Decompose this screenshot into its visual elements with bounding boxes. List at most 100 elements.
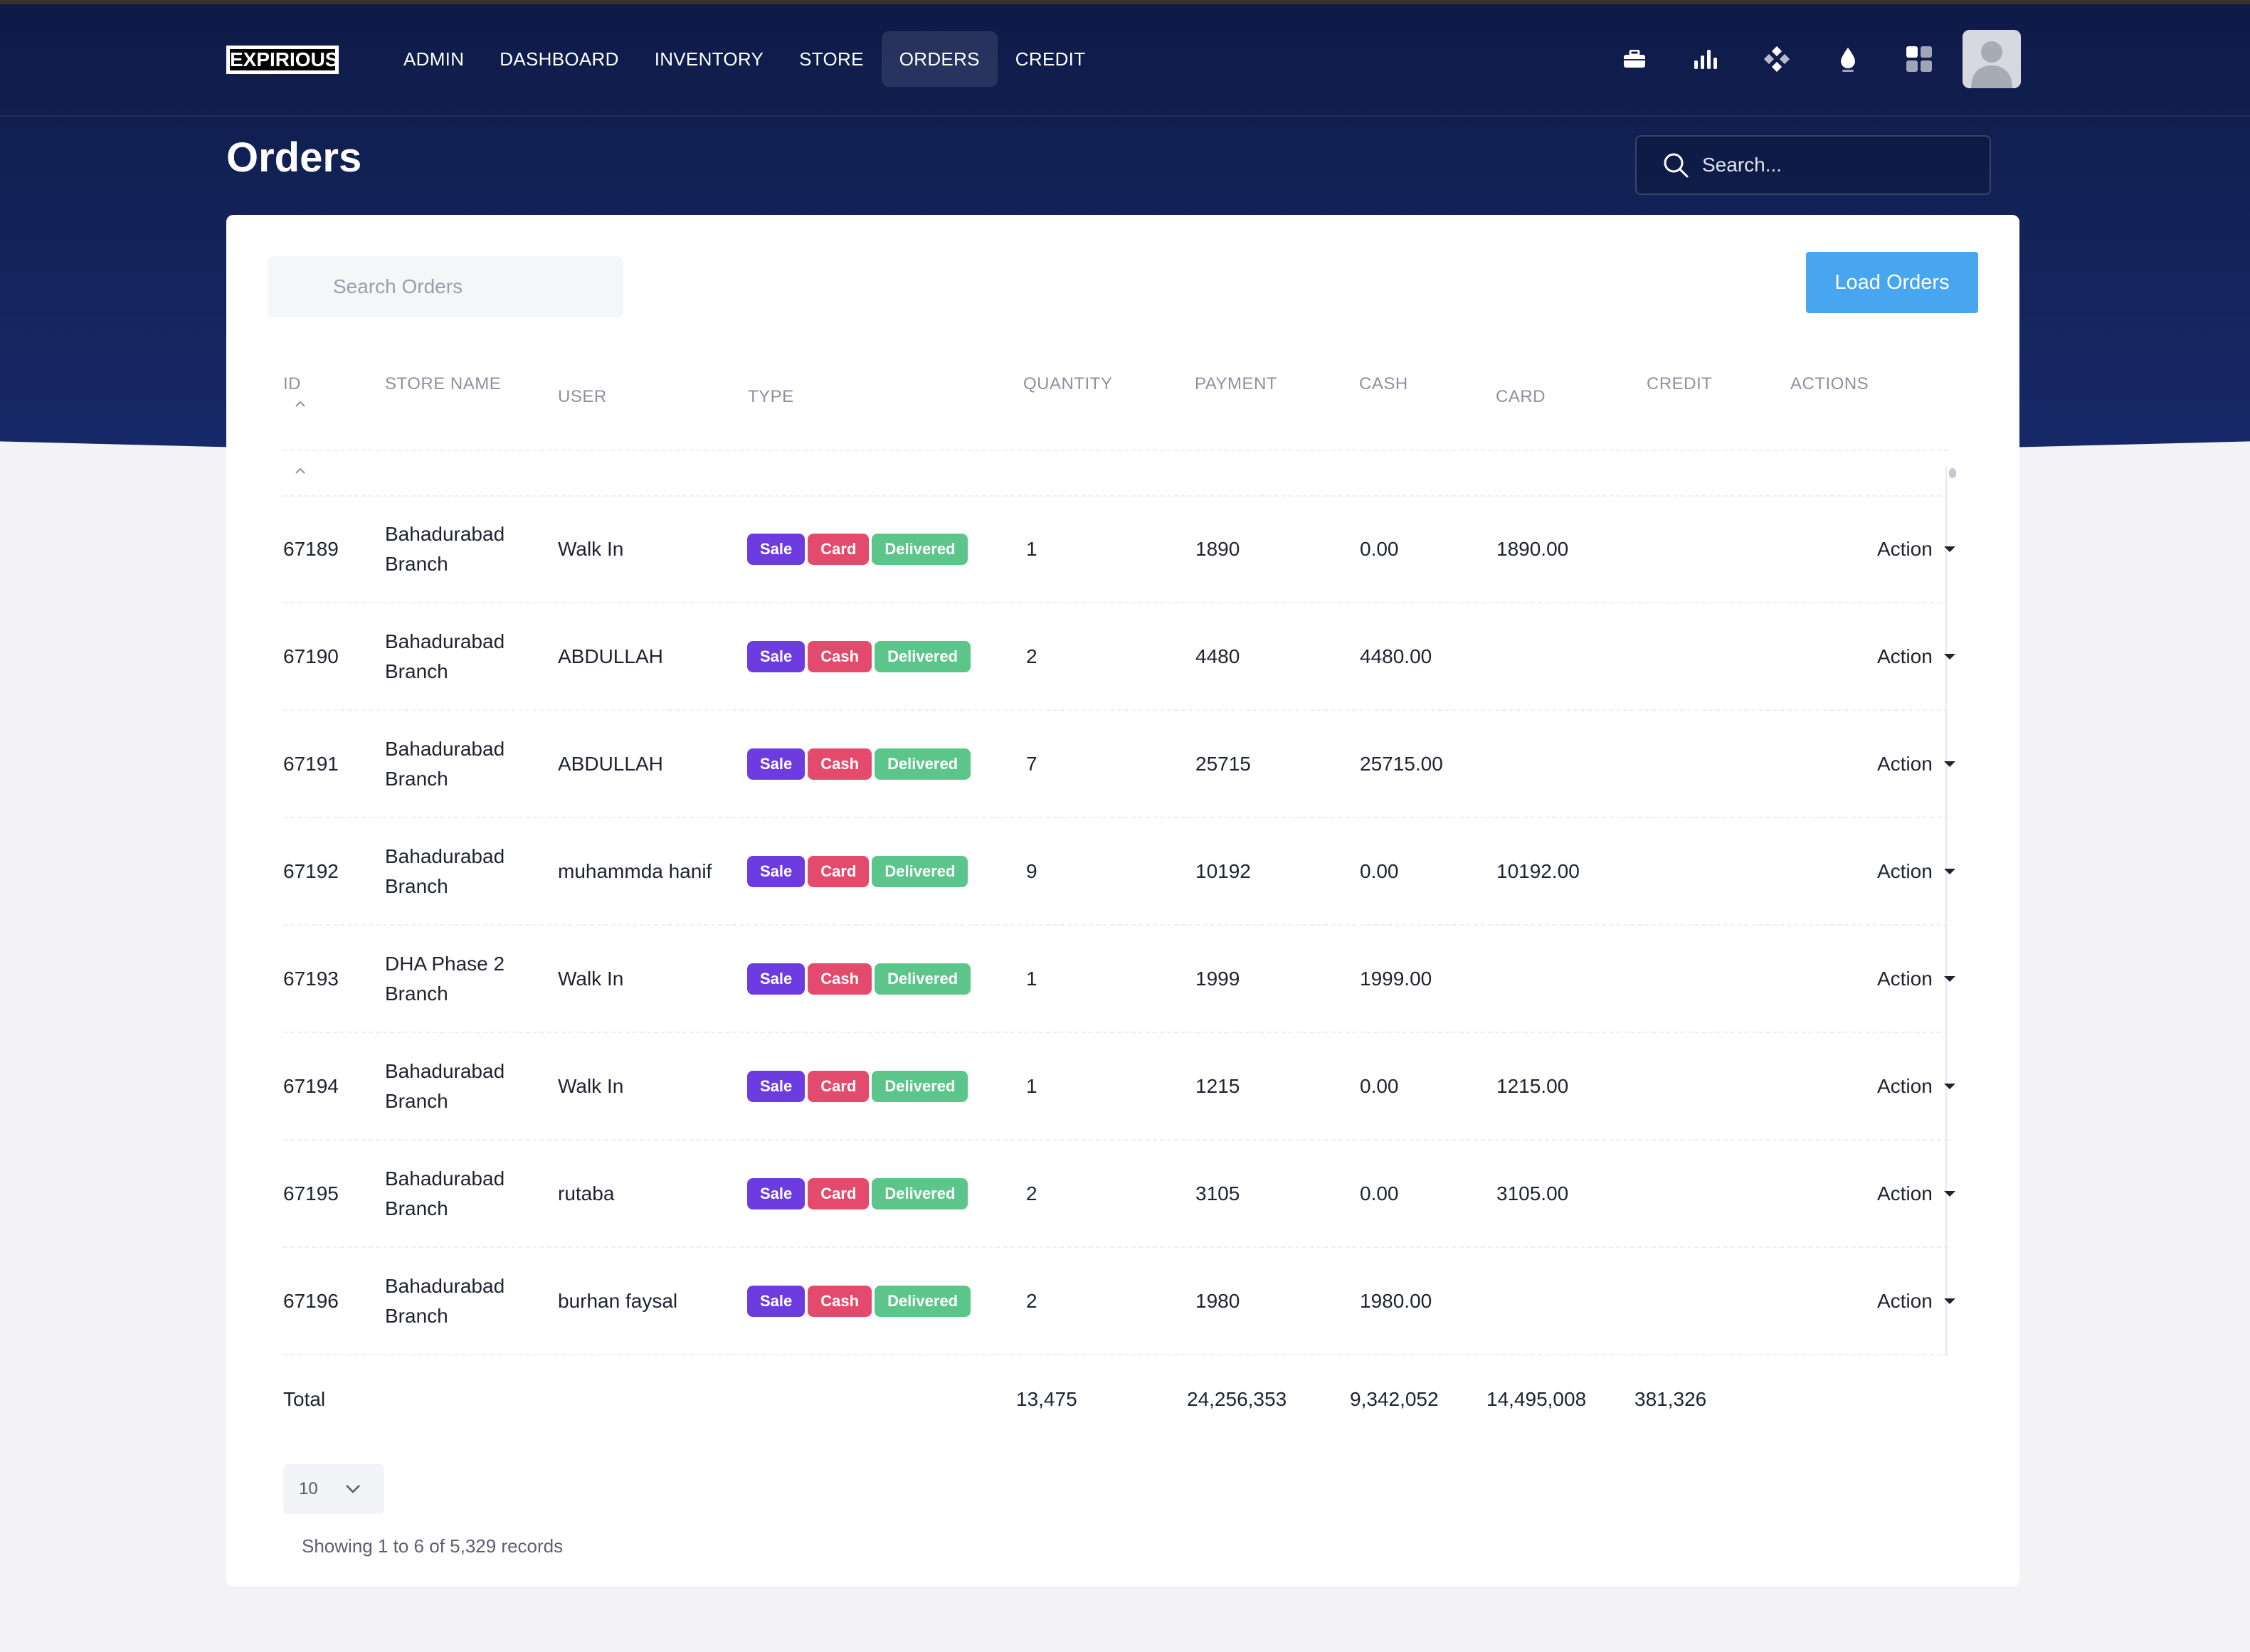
cell-cash: 0.00 bbox=[1360, 1182, 1399, 1204]
badge-status: Delivered bbox=[875, 963, 971, 995]
cell-card: 10192.00 bbox=[1496, 860, 1580, 882]
action-dropdown[interactable]: Action bbox=[1877, 968, 1955, 990]
badge-status: Delivered bbox=[872, 1071, 968, 1102]
action-dropdown[interactable]: Action bbox=[1877, 860, 1955, 883]
sort-asc-icon[interactable] bbox=[293, 397, 307, 411]
table-row: 67191 Bahadurabad Branch ABDULLAH Sale Cash De… bbox=[283, 711, 1955, 818]
orders-search-input[interactable] bbox=[268, 256, 623, 317]
badge-sale: Sale bbox=[747, 856, 806, 887]
store-name-line2: Branch bbox=[385, 1197, 448, 1219]
caret-down-icon bbox=[1943, 546, 1955, 552]
badge-sale: Sale bbox=[747, 1178, 806, 1209]
cell-quantity: 1 bbox=[1026, 1075, 1037, 1097]
total-payment: 24,256,353 bbox=[1187, 1388, 1287, 1410]
user-avatar[interactable] bbox=[1963, 30, 2021, 88]
col-credit[interactable]: CREDIT bbox=[1647, 374, 1713, 393]
nav-store[interactable]: STORE bbox=[799, 48, 864, 70]
cell-id: 67190 bbox=[283, 645, 339, 667]
bar-chart-icon[interactable] bbox=[1686, 40, 1725, 78]
table-row: 67195 Bahadurabad Branch rutaba Sale Card Deli… bbox=[283, 1141, 1955, 1248]
action-dropdown[interactable]: Action bbox=[1877, 1075, 1955, 1098]
nav-dashboard[interactable]: DASHBOARD bbox=[500, 48, 619, 70]
cell-quantity: 2 bbox=[1026, 1182, 1037, 1204]
nav-admin[interactable]: ADMIN bbox=[403, 48, 465, 70]
cell-card: 1890.00 bbox=[1496, 538, 1569, 560]
store-name-line1: Bahadurabad bbox=[385, 1275, 505, 1297]
main-nav: ADMIN DASHBOARD INVENTORY STORE ORDERS C… bbox=[386, 31, 1103, 87]
action-dropdown[interactable]: Action bbox=[1877, 645, 1955, 668]
col-payment[interactable]: PAYMENT bbox=[1195, 374, 1277, 393]
load-orders-button[interactable]: Load Orders bbox=[1806, 252, 1978, 313]
store-name-line2: Branch bbox=[385, 983, 448, 1005]
badge-status: Delivered bbox=[875, 1286, 971, 1317]
nav-inventory[interactable]: INVENTORY bbox=[654, 48, 764, 70]
cell-type: Sale Card Delivered bbox=[747, 534, 968, 565]
page-size-select[interactable]: 10 bbox=[283, 1464, 384, 1514]
cell-user: Walk In bbox=[558, 538, 624, 560]
caret-down-icon bbox=[1943, 654, 1955, 660]
cell-type: Sale Card Delivered bbox=[747, 1071, 968, 1102]
apps-grid-icon[interactable] bbox=[1900, 40, 1938, 78]
action-label: Action bbox=[1877, 538, 1933, 560]
cell-id: 67195 bbox=[283, 1182, 339, 1204]
caret-down-icon bbox=[1943, 1191, 1955, 1197]
col-store-name[interactable]: STORE NAME bbox=[385, 374, 502, 393]
col-quantity[interactable]: QUANTITY bbox=[1023, 374, 1113, 393]
col-actions: ACTIONS bbox=[1790, 374, 1869, 393]
store-name-line1: Bahadurabad bbox=[385, 1060, 505, 1082]
cell-payment: 1980 bbox=[1195, 1290, 1240, 1312]
caret-down-icon bbox=[1943, 976, 1955, 982]
col-user[interactable]: USER bbox=[558, 387, 607, 406]
badge-status: Delivered bbox=[872, 856, 968, 887]
caret-down-icon bbox=[1943, 1298, 1955, 1304]
cell-quantity: 7 bbox=[1026, 753, 1037, 775]
page-title: Orders bbox=[226, 134, 362, 181]
action-dropdown[interactable]: Action bbox=[1877, 1182, 1955, 1205]
store-name-line2: Branch bbox=[385, 768, 448, 790]
col-cash[interactable]: CASH bbox=[1359, 374, 1408, 393]
nav-credit[interactable]: CREDIT bbox=[1015, 48, 1086, 70]
store-name-line1: Bahadurabad bbox=[385, 630, 505, 652]
top-icon-bar bbox=[1615, 40, 1938, 78]
briefcase-icon[interactable] bbox=[1615, 40, 1654, 78]
global-search[interactable] bbox=[1635, 135, 1991, 195]
badge-payment-method: Card bbox=[808, 1071, 870, 1102]
cell-quantity: 1 bbox=[1026, 538, 1037, 560]
nav-orders[interactable]: ORDERS bbox=[881, 31, 998, 87]
logo[interactable]: EXPIRIOUS bbox=[226, 46, 339, 74]
col-card[interactable]: CARD bbox=[1496, 387, 1546, 406]
cell-type: Sale Card Delivered bbox=[747, 1178, 968, 1209]
cell-id: 67196 bbox=[283, 1290, 339, 1312]
action-dropdown[interactable]: Action bbox=[1877, 538, 1955, 561]
action-dropdown[interactable]: Action bbox=[1877, 1290, 1955, 1313]
col-type[interactable]: TYPE bbox=[748, 387, 794, 406]
diamond-grid-icon[interactable] bbox=[1758, 40, 1796, 78]
cell-id: 67189 bbox=[283, 538, 339, 560]
cell-type: Sale Cash Delivered bbox=[747, 748, 971, 780]
cell-payment: 1890 bbox=[1195, 538, 1240, 560]
sort-asc-icon[interactable] bbox=[293, 464, 307, 478]
chevron-down-icon bbox=[345, 1485, 360, 1493]
table-scrollbar[interactable] bbox=[1945, 467, 1957, 1356]
table-row: 67190 Bahadurabad Branch ABDULLAH Sale Cash De… bbox=[283, 604, 1955, 711]
page-size-value: 10 bbox=[299, 1479, 318, 1498]
badge-payment-method: Card bbox=[808, 534, 870, 565]
cell-store-name: DHA Phase 2 Branch bbox=[385, 949, 505, 1009]
table-row: 67192 Bahadurabad Branch muhammda hanif Sale… bbox=[283, 819, 1955, 926]
drop-icon[interactable] bbox=[1829, 40, 1867, 78]
action-label: Action bbox=[1877, 860, 1933, 882]
scrollbar-thumb[interactable] bbox=[1949, 468, 1956, 478]
action-label: Action bbox=[1877, 753, 1933, 775]
global-search-input[interactable] bbox=[1702, 154, 1972, 176]
cell-user: ABDULLAH bbox=[558, 645, 663, 667]
cell-store-name: Bahadurabad Branch bbox=[385, 1057, 505, 1116]
filter-divider bbox=[283, 495, 1948, 497]
total-cash: 9,342,052 bbox=[1350, 1388, 1439, 1410]
store-name-line1: Bahadurabad bbox=[385, 523, 505, 545]
badge-sale: Sale bbox=[747, 963, 806, 995]
col-id[interactable]: ID bbox=[283, 374, 301, 393]
orders-card: Load Orders ID STORE NAME USER TYPE QUAN… bbox=[226, 215, 2019, 1587]
action-dropdown[interactable]: Action bbox=[1877, 753, 1955, 775]
cell-payment: 10192 bbox=[1195, 860, 1251, 882]
badge-payment-method: Card bbox=[808, 1178, 870, 1209]
